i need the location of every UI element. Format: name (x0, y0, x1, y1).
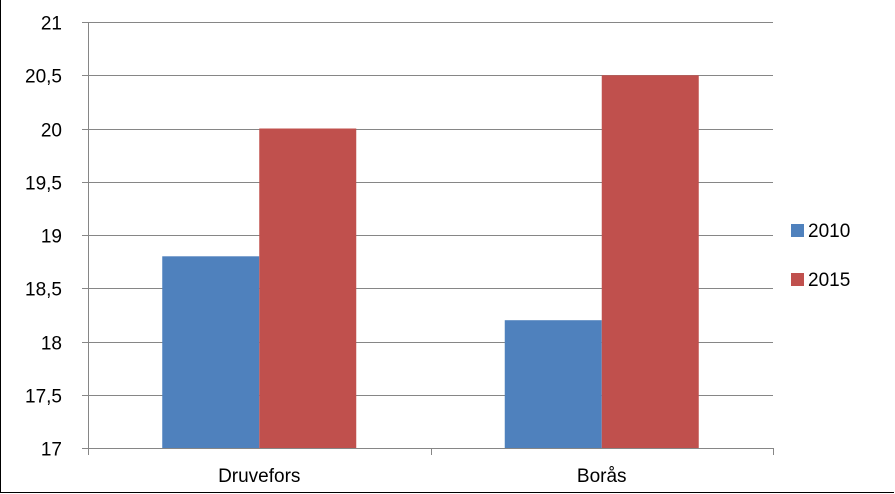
bar-2015-Borås (601, 75, 699, 448)
y-tick-labels: 17 17,5 18 18,5 19 19,5 20 20,5 21 (25, 14, 62, 461)
legend-label-2015: 2015 (808, 270, 850, 291)
bars (162, 75, 699, 448)
y-tick-label: 20 (41, 121, 62, 142)
bar-2010-Druvefors (162, 256, 260, 448)
legend-swatch-2010 (791, 224, 804, 237)
x-tick-label: Druvefors (218, 466, 300, 487)
legend: 2010 2015 (791, 221, 850, 291)
legend-swatch-2015 (791, 273, 804, 286)
y-tick-label: 17 (41, 440, 62, 461)
y-tick-label: 17,5 (25, 387, 62, 408)
bar-2010-Borås (504, 320, 602, 448)
axes (82, 22, 774, 455)
x-tick-label: Borås (577, 466, 627, 487)
y-tick-label: 19,5 (25, 174, 62, 195)
y-tick-label: 21 (41, 14, 62, 35)
y-tick-label: 19 (41, 227, 62, 248)
legend-label-2010: 2010 (808, 221, 850, 242)
bar-2015-Druvefors (259, 128, 357, 448)
y-tick-label: 18,5 (25, 280, 62, 301)
y-tick-label: 20,5 (25, 67, 62, 88)
y-tick-label: 18 (41, 334, 62, 355)
x-tick-labels: Druvefors Borås (218, 466, 627, 487)
